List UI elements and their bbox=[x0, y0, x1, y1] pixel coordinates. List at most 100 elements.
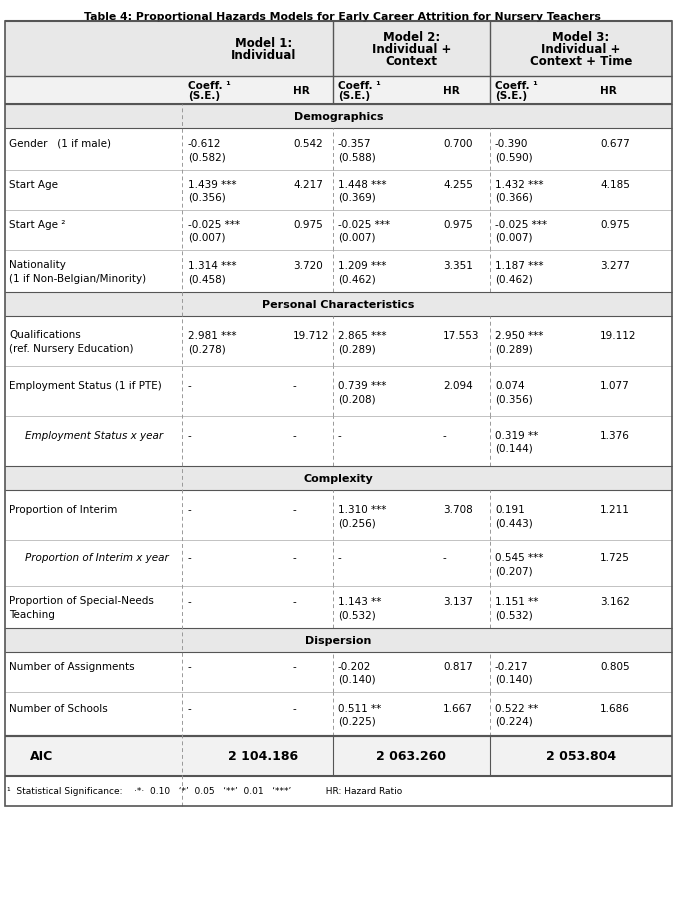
Text: Teaching: Teaching bbox=[9, 609, 55, 619]
Text: 19.112: 19.112 bbox=[600, 331, 636, 341]
Text: (0.207): (0.207) bbox=[495, 565, 533, 575]
Text: (0.590): (0.590) bbox=[495, 152, 533, 162]
Text: -: - bbox=[293, 596, 297, 607]
Text: 1.376: 1.376 bbox=[600, 430, 630, 440]
Text: (0.443): (0.443) bbox=[495, 517, 533, 528]
Text: Context: Context bbox=[386, 55, 438, 68]
Text: HR: HR bbox=[443, 85, 460, 96]
Text: 0.975: 0.975 bbox=[293, 220, 323, 230]
Text: 1.143 **: 1.143 ** bbox=[338, 596, 382, 607]
Text: -: - bbox=[293, 552, 297, 562]
Text: -0.025 ***: -0.025 *** bbox=[495, 220, 547, 230]
Text: 3.720: 3.720 bbox=[293, 261, 323, 271]
Text: 0.700: 0.700 bbox=[443, 139, 473, 149]
Text: -0.202: -0.202 bbox=[338, 662, 371, 671]
Text: 1.187 ***: 1.187 *** bbox=[495, 261, 543, 271]
Text: 1.211: 1.211 bbox=[600, 505, 630, 515]
Text: Personal Characteristics: Personal Characteristics bbox=[262, 300, 414, 310]
Text: Individual: Individual bbox=[231, 49, 296, 62]
Text: (0.458): (0.458) bbox=[188, 274, 226, 284]
Text: (S.E.): (S.E.) bbox=[338, 91, 370, 101]
Bar bbox=[5, 22, 672, 806]
Text: (0.356): (0.356) bbox=[495, 393, 533, 403]
Text: HR: HR bbox=[293, 85, 310, 96]
Bar bbox=[5, 467, 672, 491]
Text: 3.708: 3.708 bbox=[443, 505, 473, 515]
Text: 3.162: 3.162 bbox=[600, 596, 630, 607]
Text: (0.007): (0.007) bbox=[188, 233, 225, 243]
Text: (ref. Nursery Education): (ref. Nursery Education) bbox=[9, 344, 134, 354]
Text: Proportion of Interim x year: Proportion of Interim x year bbox=[25, 552, 169, 562]
Text: 2.981 ***: 2.981 *** bbox=[188, 331, 236, 341]
Text: (0.462): (0.462) bbox=[338, 274, 376, 284]
Text: 2.094: 2.094 bbox=[443, 380, 473, 391]
Text: 1.667: 1.667 bbox=[443, 703, 473, 713]
Text: 2.865 ***: 2.865 *** bbox=[338, 331, 386, 341]
Text: 17.553: 17.553 bbox=[443, 331, 479, 341]
Text: (0.144): (0.144) bbox=[495, 444, 533, 453]
Text: -0.025 ***: -0.025 *** bbox=[188, 220, 240, 230]
Text: (0.278): (0.278) bbox=[188, 344, 226, 354]
Text: (S.E.): (S.E.) bbox=[495, 91, 527, 101]
Text: -: - bbox=[443, 552, 447, 562]
Text: -: - bbox=[293, 430, 297, 440]
Text: -: - bbox=[443, 430, 447, 440]
Text: Employment Status x year: Employment Status x year bbox=[25, 430, 163, 440]
Text: 19.712: 19.712 bbox=[293, 331, 329, 341]
Text: Nationality: Nationality bbox=[9, 260, 66, 269]
Text: 4.217: 4.217 bbox=[293, 180, 323, 190]
Text: (0.140): (0.140) bbox=[338, 675, 375, 685]
Text: -: - bbox=[293, 380, 297, 391]
Text: ¹  Statistical Significance:    ·*·  0.10   ‘*’  0.05   ‘**’  0.01   ‘***’      : ¹ Statistical Significance: ·*· 0.10 ‘*’… bbox=[7, 787, 402, 796]
Text: Number of Assignments: Number of Assignments bbox=[9, 662, 135, 671]
Text: 3.277: 3.277 bbox=[600, 261, 630, 271]
Text: AIC: AIC bbox=[30, 750, 53, 763]
Text: -: - bbox=[338, 552, 342, 562]
Text: Model 2:: Model 2: bbox=[383, 31, 440, 44]
Bar bbox=[5, 22, 672, 77]
Text: (0.208): (0.208) bbox=[338, 393, 375, 403]
Text: (0.224): (0.224) bbox=[495, 716, 533, 726]
Bar bbox=[5, 22, 672, 77]
Text: Dispersion: Dispersion bbox=[306, 635, 372, 645]
Text: Start Age: Start Age bbox=[9, 180, 58, 190]
Text: 3.137: 3.137 bbox=[443, 596, 473, 607]
Text: Model 3:: Model 3: bbox=[552, 31, 610, 44]
Text: Qualifications: Qualifications bbox=[9, 330, 81, 340]
Text: Coeff. ¹: Coeff. ¹ bbox=[338, 81, 381, 91]
Text: Proportion of Interim: Proportion of Interim bbox=[9, 505, 117, 515]
Text: (1 if Non-Belgian/Minority): (1 if Non-Belgian/Minority) bbox=[9, 274, 146, 284]
Text: (0.225): (0.225) bbox=[338, 716, 376, 726]
Text: Individual +: Individual + bbox=[372, 43, 451, 56]
Bar bbox=[5, 77, 672, 105]
Text: -: - bbox=[188, 662, 192, 671]
Text: -: - bbox=[188, 596, 192, 607]
Text: 1.151 **: 1.151 ** bbox=[495, 596, 538, 607]
Text: Start Age ²: Start Age ² bbox=[9, 220, 65, 230]
Bar bbox=[5, 105, 672, 129]
Text: 1.077: 1.077 bbox=[600, 380, 630, 391]
Text: (0.289): (0.289) bbox=[338, 344, 376, 354]
Text: -: - bbox=[188, 380, 192, 391]
Text: -: - bbox=[188, 505, 192, 515]
Text: (0.462): (0.462) bbox=[495, 274, 533, 284]
Text: 0.545 ***: 0.545 *** bbox=[495, 552, 543, 562]
Text: 0.805: 0.805 bbox=[600, 662, 630, 671]
Text: -0.357: -0.357 bbox=[338, 139, 371, 149]
Text: 1.432 ***: 1.432 *** bbox=[495, 180, 543, 190]
Text: 0.074: 0.074 bbox=[495, 380, 525, 391]
Text: Number of Schools: Number of Schools bbox=[9, 703, 108, 713]
Text: -0.217: -0.217 bbox=[495, 662, 529, 671]
Text: -: - bbox=[293, 703, 297, 713]
Text: -0.390: -0.390 bbox=[495, 139, 528, 149]
Text: 0.677: 0.677 bbox=[600, 139, 630, 149]
Text: 0.542: 0.542 bbox=[293, 139, 323, 149]
Text: -: - bbox=[338, 430, 342, 440]
Text: 1.725: 1.725 bbox=[600, 552, 630, 562]
Text: -: - bbox=[293, 505, 297, 515]
Text: (0.007): (0.007) bbox=[495, 233, 532, 243]
Text: 2 104.186: 2 104.186 bbox=[228, 750, 299, 763]
Bar bbox=[5, 292, 672, 317]
Text: -0.612: -0.612 bbox=[188, 139, 221, 149]
Text: -: - bbox=[188, 552, 192, 562]
